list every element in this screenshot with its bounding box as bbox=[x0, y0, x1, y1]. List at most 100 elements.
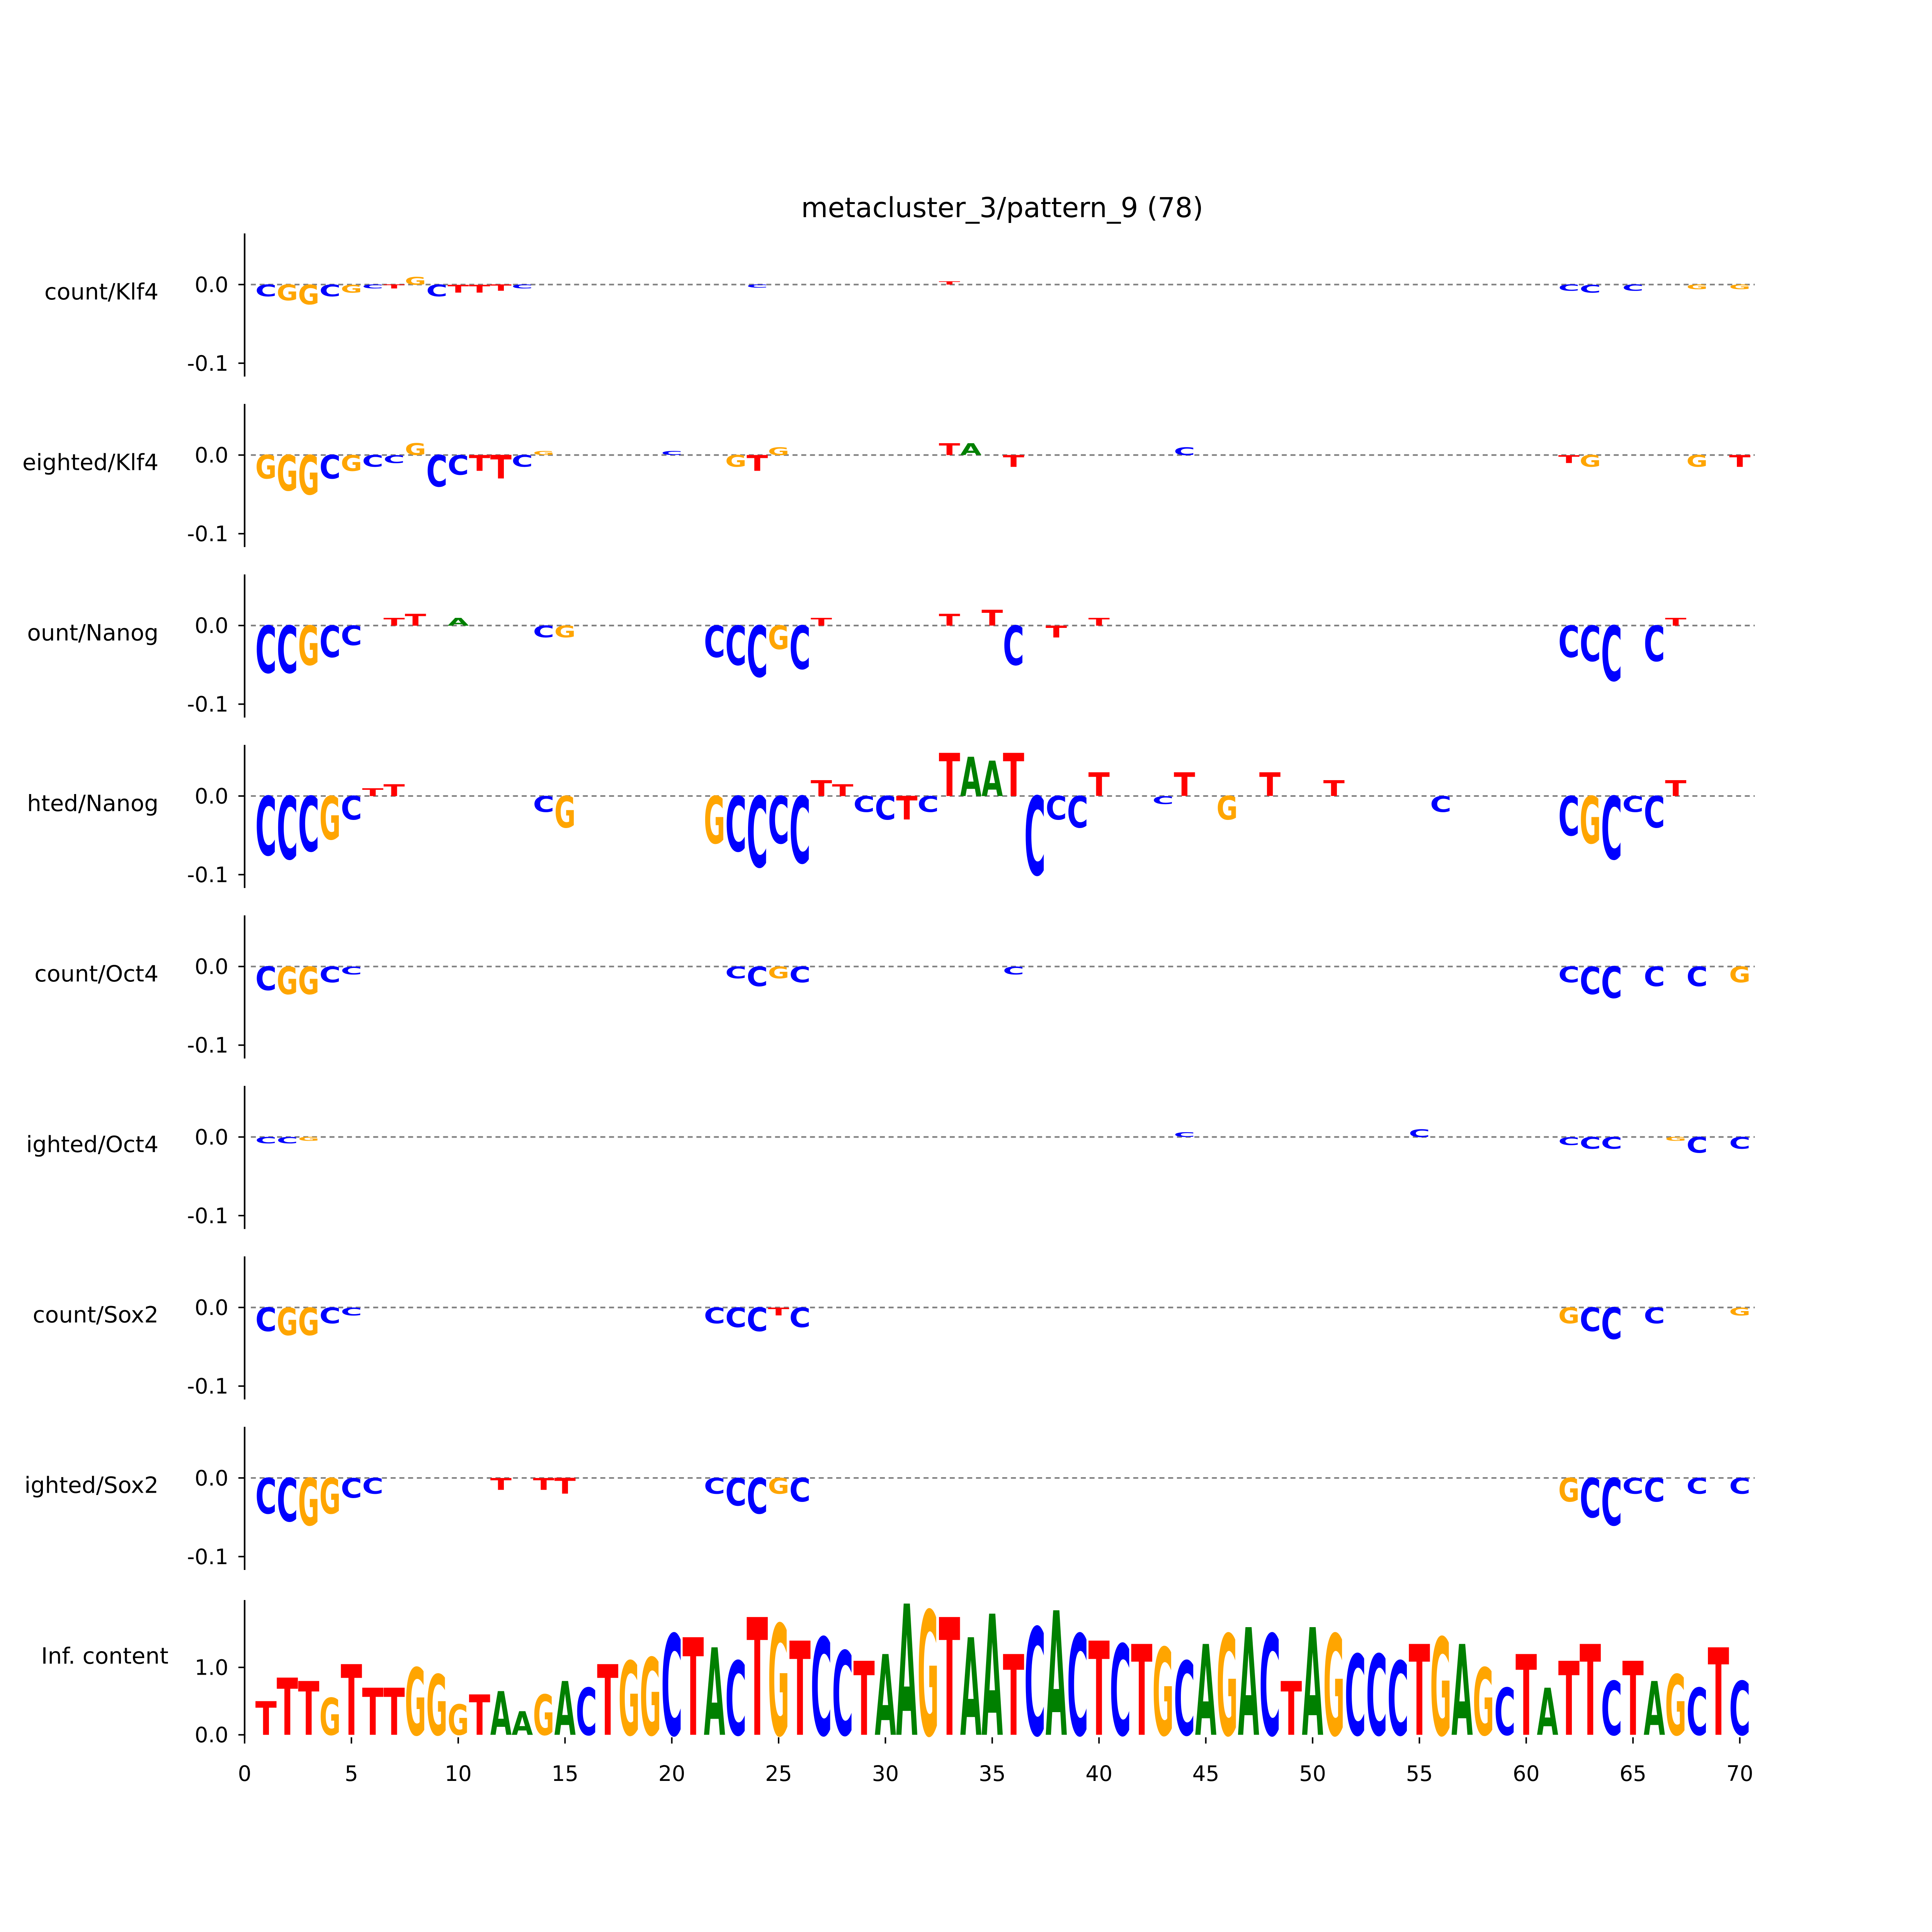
logo-letter: G bbox=[1665, 1658, 1686, 1755]
logo-letter: C bbox=[789, 778, 811, 884]
logo-letter: G bbox=[1216, 1606, 1238, 1768]
logo-letter: C bbox=[1644, 788, 1665, 838]
logo-letter: C bbox=[725, 963, 747, 982]
logo-letter: C bbox=[277, 779, 298, 879]
logo-letter: C bbox=[255, 1468, 277, 1525]
logo-letter: C bbox=[832, 1628, 853, 1762]
logo-letter: T bbox=[768, 1305, 789, 1318]
logo-letter: T bbox=[1708, 1624, 1729, 1763]
logo-letter: A bbox=[981, 1581, 1003, 1774]
logo-letter: C bbox=[1259, 1606, 1281, 1768]
logo-letter: C bbox=[747, 1301, 768, 1339]
logo-letter: C bbox=[362, 1474, 383, 1499]
logo-letter: C bbox=[1174, 1131, 1195, 1138]
logo-letter: C bbox=[512, 284, 533, 290]
track-label: count/Sox2 bbox=[33, 1301, 159, 1328]
logo-letter: C bbox=[747, 777, 768, 890]
logo-letter: A bbox=[1537, 1675, 1558, 1750]
y-tick-label: -0.1 bbox=[187, 1544, 228, 1569]
logo-letter: C bbox=[1174, 1641, 1195, 1759]
y-tick-label: -0.1 bbox=[187, 1374, 228, 1399]
x-tick-label: 60 bbox=[1513, 1761, 1540, 1786]
logo-letter: C bbox=[725, 615, 747, 678]
logo-letter: G bbox=[1430, 1611, 1451, 1767]
logo-letter: T bbox=[255, 1692, 277, 1746]
logo-letter: A bbox=[1451, 1619, 1473, 1764]
logo-letter: C bbox=[277, 1135, 298, 1145]
logo-letter: T bbox=[1281, 1667, 1302, 1752]
logo-letter: T bbox=[1131, 1619, 1152, 1764]
logo-letter: C bbox=[1345, 1633, 1366, 1762]
logo-letter: G bbox=[405, 440, 426, 459]
logo-letter: C bbox=[1729, 1474, 1750, 1499]
logo-letter: A bbox=[960, 1611, 981, 1767]
logo-letter: C bbox=[255, 281, 277, 300]
logo-letter: C bbox=[426, 281, 447, 300]
logo-letter: C bbox=[1644, 1304, 1665, 1329]
logo-letter: C bbox=[1003, 964, 1024, 977]
logo-letter: G bbox=[1686, 452, 1708, 471]
logo-letter: G bbox=[255, 449, 277, 486]
logo-letter: T bbox=[490, 283, 512, 293]
y-tick-label: 1.0 bbox=[195, 1655, 228, 1680]
logo-letter: T bbox=[383, 616, 405, 628]
logo-letter: C bbox=[1387, 1641, 1408, 1759]
logo-letter: T bbox=[1088, 766, 1110, 804]
logo-letter: G bbox=[1473, 1650, 1494, 1757]
logo-letter: C bbox=[1558, 1135, 1580, 1147]
logo-letter: G bbox=[1686, 283, 1708, 291]
logo-letter: G bbox=[1580, 783, 1601, 859]
logo-letter: C bbox=[1430, 792, 1451, 817]
logo-letter: T bbox=[1046, 622, 1067, 641]
logo-letter: T bbox=[939, 741, 960, 810]
logo-letter: T bbox=[298, 1667, 319, 1752]
logo-letter: T bbox=[490, 1475, 512, 1493]
logo-letter: C bbox=[811, 1611, 832, 1767]
logo-letter: C bbox=[255, 780, 277, 874]
logo-letter: G bbox=[277, 959, 298, 1003]
logo-letter: T bbox=[362, 1675, 383, 1750]
y-tick-label: -0.1 bbox=[187, 692, 228, 717]
logo-letter: T bbox=[383, 1675, 405, 1750]
logo-letter: G bbox=[298, 1300, 319, 1344]
logo-letter: C bbox=[1580, 616, 1601, 673]
logo-letter: C bbox=[1067, 788, 1088, 838]
y-tick-label: 0.0 bbox=[195, 954, 228, 979]
logo-letter: T bbox=[1558, 453, 1580, 465]
logo-letter: G bbox=[533, 1684, 554, 1748]
logo-letter: C bbox=[362, 452, 383, 471]
logo-letter: C bbox=[255, 1135, 277, 1145]
logo-letter: T bbox=[490, 449, 512, 486]
logo-letter: T bbox=[811, 616, 832, 628]
x-tick-label: 40 bbox=[1085, 1761, 1112, 1786]
logo-letter: T bbox=[854, 1641, 875, 1759]
x-tick-label: 10 bbox=[445, 1761, 472, 1786]
logo-letter: C bbox=[277, 1466, 298, 1536]
logo-letter: C bbox=[1110, 1619, 1131, 1764]
logo-letter: T bbox=[469, 282, 490, 295]
logo-letter: C bbox=[1686, 1675, 1708, 1750]
logo-letter: C bbox=[255, 960, 277, 998]
logo-letter: G bbox=[1323, 1606, 1345, 1768]
logo-letter: A bbox=[1238, 1598, 1260, 1770]
logo-letter: C bbox=[768, 783, 789, 859]
logo-letter: C bbox=[1174, 445, 1195, 457]
logo-letter: G bbox=[1729, 283, 1750, 291]
logo-letter: C bbox=[789, 614, 811, 683]
logo-letter: C bbox=[1729, 1134, 1750, 1153]
logo-letter: C bbox=[362, 284, 383, 290]
x-tick-label: 0 bbox=[238, 1761, 252, 1786]
logo-letter: G bbox=[725, 452, 747, 471]
logo-letter: C bbox=[1558, 283, 1580, 293]
logo-letter: A bbox=[447, 616, 469, 628]
logo-letter: G bbox=[1558, 1304, 1580, 1329]
logo-letter: G bbox=[1558, 1472, 1580, 1509]
logo-letter: G bbox=[298, 1136, 319, 1142]
y-tick-label: 0.0 bbox=[195, 1125, 228, 1150]
x-tick-label: 55 bbox=[1406, 1761, 1433, 1786]
logo-letter: C bbox=[533, 622, 554, 641]
logo-letter: G bbox=[298, 615, 319, 678]
logo-letter: A bbox=[981, 751, 1003, 808]
logo-letter: T bbox=[469, 1684, 490, 1748]
